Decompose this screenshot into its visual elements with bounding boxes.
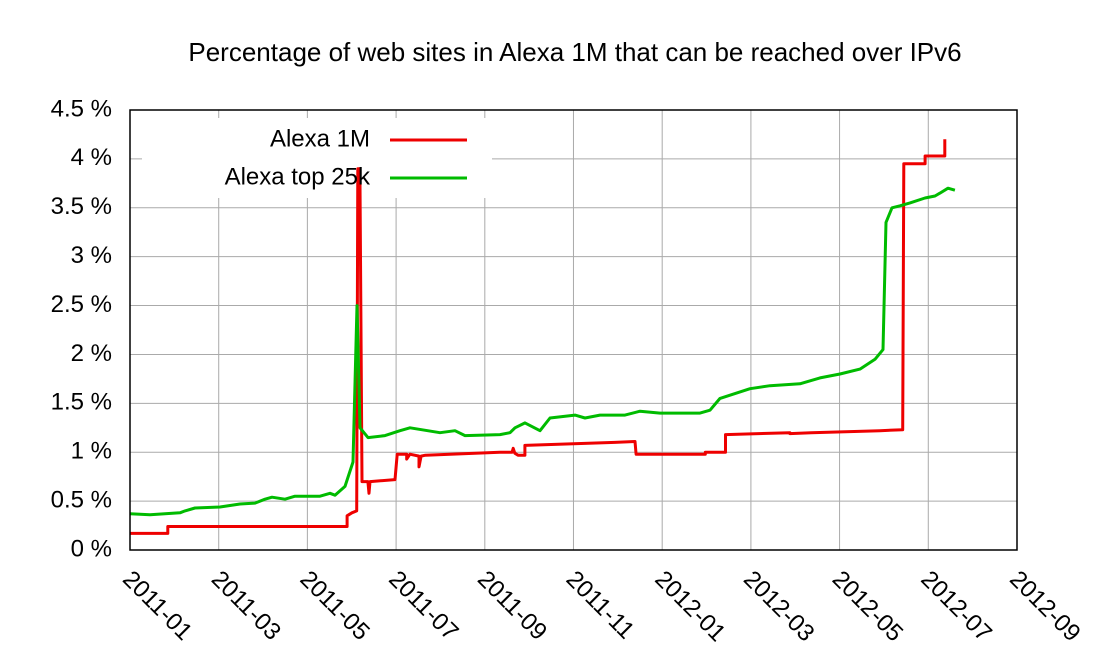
y-tick-label: 2.5 % — [51, 291, 112, 318]
x-tick-label: 2011-09 — [472, 566, 552, 646]
x-tick-label: 2011-01 — [117, 566, 197, 646]
data-line — [129, 186, 956, 517]
chart-title: Percentage of web sites in Alexa 1M that… — [188, 37, 961, 67]
y-tick-label: 1.5 % — [51, 389, 112, 416]
y-tick-label: 0 % — [71, 535, 112, 562]
x-tick-label: 2012-09 — [1004, 566, 1085, 647]
y-tick-label: 1 % — [71, 438, 112, 465]
y-tick-label: 4.5 % — [51, 95, 112, 122]
plot-frame — [129, 109, 1018, 551]
x-tick-label: 2011-07 — [383, 566, 463, 646]
x-tick-label: 2012-05 — [827, 566, 908, 647]
legend-background — [142, 118, 492, 198]
y-tick-label: 0.5 % — [51, 486, 112, 513]
x-tick-label: 2011-03 — [206, 566, 286, 646]
y-tick-label: 3.5 % — [51, 193, 112, 220]
legend-label: Alexa top 25k — [225, 163, 371, 190]
x-tick-label: 2011-05 — [295, 566, 375, 646]
y-tick-label: 3 % — [71, 242, 112, 269]
x-tick-label: 2012-03 — [738, 566, 819, 647]
legend-label: Alexa 1M — [270, 125, 370, 152]
y-tick-label: 4 % — [71, 144, 112, 171]
data-line — [130, 139, 947, 535]
x-tick-label: 2012-07 — [916, 566, 997, 647]
y-tick-label: 2 % — [71, 340, 112, 367]
x-tick-label: 2011-11 — [561, 566, 640, 645]
x-tick-label: 2012-01 — [649, 566, 730, 647]
